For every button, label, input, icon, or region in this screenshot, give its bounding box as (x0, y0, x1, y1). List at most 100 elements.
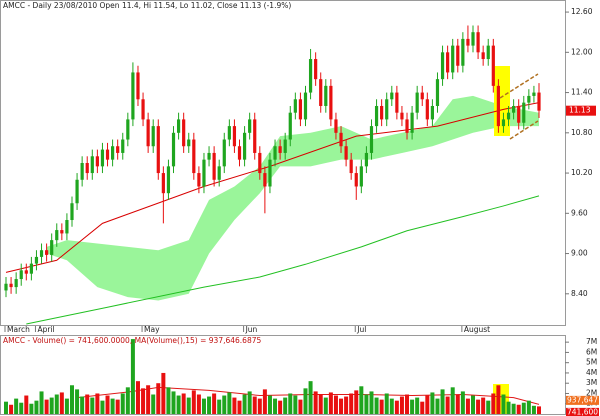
volume-bar (323, 397, 328, 414)
candle-body (90, 156, 94, 174)
volume-bar (191, 390, 196, 414)
y-tick-label: 8.40 (571, 289, 588, 298)
candle-body (176, 119, 181, 133)
candle-body (359, 166, 363, 187)
last-price-box (566, 105, 596, 116)
candle-body (456, 45, 460, 66)
volume-bar (481, 397, 486, 414)
volume-bar (262, 389, 267, 414)
volume-bar (450, 387, 455, 414)
y-tick-label: 12.60 (571, 7, 593, 16)
volume-bar (19, 402, 24, 414)
volume-bar (465, 398, 470, 414)
volume-bar (9, 404, 14, 414)
x-tick-label: Jul (356, 325, 366, 334)
volume-bar (328, 392, 333, 414)
candle-body (197, 173, 201, 187)
candle-body (405, 119, 409, 133)
candle-body (446, 52, 450, 73)
y-tick-label: 9.00 (571, 249, 588, 258)
candle-body (60, 230, 64, 234)
x-tick-label: March (7, 325, 30, 334)
volume-bar (176, 395, 181, 414)
volume-bar (186, 397, 191, 414)
candle-body (121, 139, 125, 153)
candle-body (517, 105, 521, 123)
candle-body (425, 99, 429, 120)
y-tick-label: 3M (586, 378, 597, 387)
candle-body (136, 72, 140, 100)
volume-bar (379, 399, 384, 414)
volume-bar (217, 399, 222, 414)
candle-body (512, 105, 516, 113)
volume-bar (476, 399, 481, 414)
candle-body (227, 126, 231, 140)
volume-bar (64, 398, 69, 414)
candle-body (339, 132, 343, 147)
volume-bar (349, 393, 354, 414)
volume-bar (201, 398, 206, 414)
volume-bar (4, 401, 8, 414)
volume-bar (196, 394, 201, 414)
volume-bar (237, 400, 242, 414)
volume-bar (394, 400, 399, 414)
candle-body (486, 45, 490, 60)
volume-bar (100, 400, 105, 414)
y-tick-label: 10.80 (571, 128, 593, 137)
candle-body (171, 132, 176, 167)
volume-bar (29, 403, 34, 414)
candle-body (283, 139, 287, 153)
volume-bar (313, 391, 318, 414)
candle-body (207, 152, 211, 160)
candle-body (242, 132, 247, 160)
candle-body (100, 149, 105, 167)
candle-body (263, 173, 267, 187)
chart-title: AMCC - Daily 23/08/2010 Open 11.4, Hi 11… (3, 1, 291, 10)
volume-bar (151, 394, 156, 414)
volume-bar (34, 400, 39, 414)
candle-body (187, 139, 191, 147)
candle-body (303, 92, 308, 120)
candle-body (237, 146, 242, 160)
volume-bar (435, 398, 440, 414)
volume-frame (0, 335, 566, 415)
volume-bar (364, 394, 369, 414)
mark-layer (4, 25, 541, 414)
candle-body (85, 163, 89, 174)
candle-body (19, 270, 23, 280)
candle-body (491, 45, 495, 86)
cloud (46, 95, 540, 301)
candle-body (4, 283, 8, 291)
candle-body (39, 250, 44, 257)
volume-bar (405, 394, 410, 414)
y-tick-label: 11.40 (571, 88, 593, 97)
x-tick-label: May (144, 325, 160, 334)
volume-bar (389, 398, 394, 414)
candle-body (268, 159, 272, 187)
candle-body (288, 112, 292, 140)
candle-body (24, 270, 28, 274)
end-label-box (566, 407, 599, 416)
volume-bar (80, 396, 85, 414)
end-label: 741,600 (567, 407, 598, 416)
candle-body (506, 112, 511, 120)
candle-body (334, 119, 338, 133)
candle-body (29, 263, 33, 274)
text-layer: AMCC - Daily 23/08/2010 Open 11.4, Hi 11… (3, 1, 599, 416)
volume-bar (75, 389, 80, 414)
volume-bar (496, 385, 501, 414)
candle-body (532, 92, 536, 96)
volume-bar (161, 372, 166, 414)
y-tick-label: 12.00 (571, 47, 593, 56)
candle-body (14, 279, 18, 288)
volume-bar (501, 394, 506, 414)
y-tick-label: 4M (586, 368, 597, 377)
volume-bar (267, 395, 272, 414)
candle-body (324, 85, 328, 106)
candle-body (476, 32, 480, 53)
volume-bar (339, 398, 344, 414)
volume-bar (257, 398, 262, 414)
volume-bar (359, 386, 364, 414)
candle-body (390, 92, 394, 100)
